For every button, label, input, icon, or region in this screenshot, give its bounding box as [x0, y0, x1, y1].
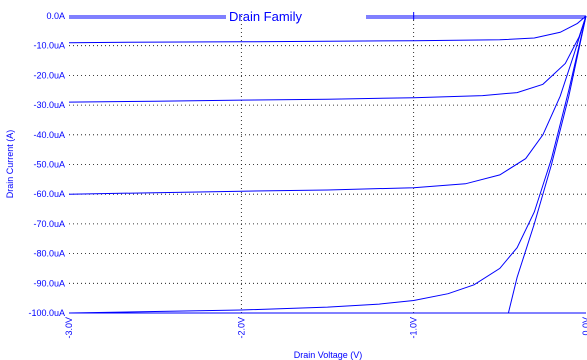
y-axis-label: Drain Current (A) [5, 130, 15, 199]
y-tick-label: -100.0uA [28, 308, 65, 318]
y-tick-label: -30.0uA [33, 100, 65, 110]
y-tick-label: -50.0uA [33, 160, 65, 170]
chart-title: Drain Family [229, 9, 302, 24]
y-axis-ticks: 0.0A -10.0uA -20.0uA -30.0uA -40.0uA -50.0uA -… [28, 11, 65, 318]
series-line-2 [68, 15, 587, 103]
title-group: Drain Family [69, 9, 586, 24]
x-tick-label: -3.0V [64, 317, 74, 339]
x-tick-label: -1.0V [409, 317, 419, 339]
y-tick-label: -90.0uA [33, 278, 65, 288]
y-tick-label: -60.0uA [33, 189, 65, 199]
y-tick-label: -40.0uA [33, 130, 65, 140]
y-tick-label: -70.0uA [33, 219, 65, 229]
grid-lines [69, 12, 586, 314]
series-line-1 [68, 15, 587, 44]
y-tick-label: -80.0uA [33, 249, 65, 259]
y-tick-label: -20.0uA [33, 70, 65, 80]
y-tick-label: -10.0uA [33, 41, 65, 51]
x-axis-ticks: -3.0V -2.0V -1.0V 0.0V [64, 317, 587, 339]
x-axis-label: Drain Voltage (V) [294, 350, 363, 360]
x-tick-label: 0.0V [581, 317, 587, 336]
series-line-5 [69, 15, 587, 314]
y-tick-label: 0.0A [46, 11, 65, 21]
series-line-3 [68, 15, 587, 195]
series-line-4 [68, 15, 587, 314]
series-lines [68, 15, 587, 314]
x-tick-label: -2.0V [236, 317, 246, 339]
